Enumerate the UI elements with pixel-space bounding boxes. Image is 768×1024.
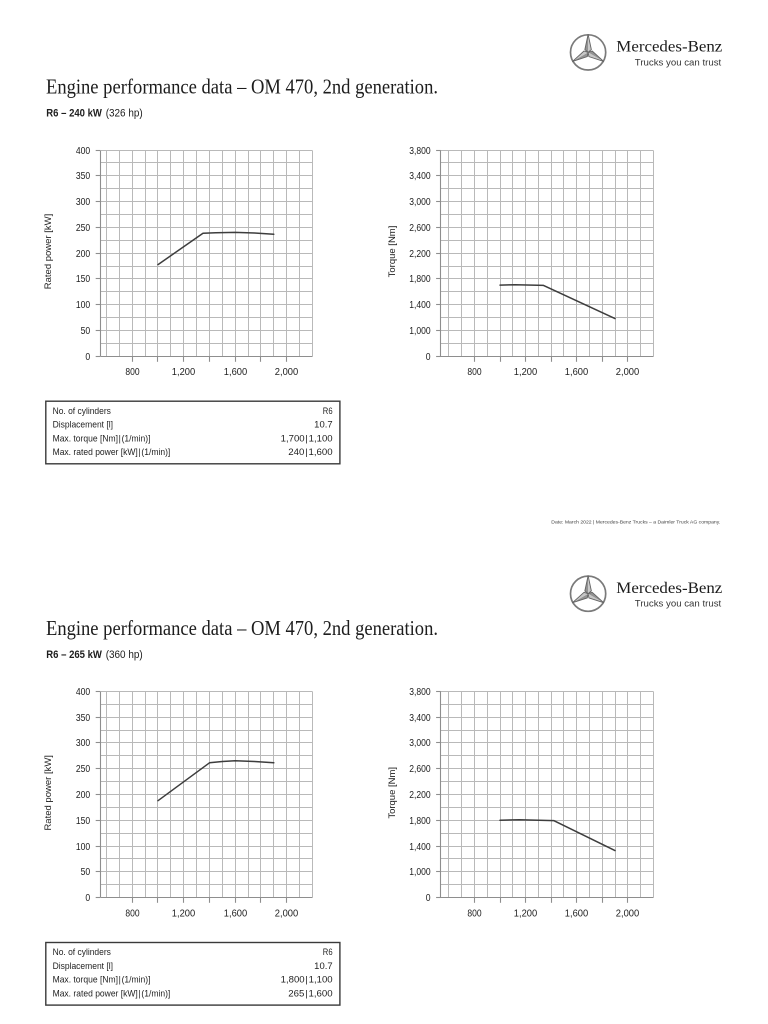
svg-text:300: 300 bbox=[76, 738, 91, 749]
svg-text:800: 800 bbox=[467, 367, 482, 378]
svg-text:R6 – 265 kW: R6 – 265 kW bbox=[46, 649, 102, 661]
svg-text:R6: R6 bbox=[323, 406, 333, 416]
svg-text:0: 0 bbox=[85, 352, 90, 363]
svg-text:Torque [Nm]: Torque [Nm] bbox=[387, 767, 398, 819]
svg-text:Date: March 2022 | Mercedes-Be: Date: March 2022 | Mercedes-Benz Trucks … bbox=[551, 519, 720, 525]
svg-text:400: 400 bbox=[76, 146, 91, 157]
svg-text:Mercedes-Benz: Mercedes-Benz bbox=[616, 580, 722, 597]
svg-text:Torque [Nm]: Torque [Nm] bbox=[387, 226, 398, 278]
svg-text:1,800 | 1,100: 1,800 | 1,100 bbox=[281, 975, 333, 985]
svg-text:R6 – 240 kW: R6 – 240 kW bbox=[46, 108, 102, 120]
svg-text:1,600: 1,600 bbox=[224, 367, 248, 378]
svg-text:1,400: 1,400 bbox=[409, 300, 431, 311]
svg-text:1,400: 1,400 bbox=[409, 842, 431, 853]
svg-text:1,600: 1,600 bbox=[565, 908, 589, 919]
svg-text:Max. torque [Nm] | (1/min)]: Max. torque [Nm] | (1/min)] bbox=[53, 433, 151, 443]
svg-text:2,000: 2,000 bbox=[616, 367, 640, 378]
svg-text:10.7: 10.7 bbox=[314, 961, 332, 971]
svg-text:50: 50 bbox=[81, 326, 91, 337]
svg-text:(360 hp): (360 hp) bbox=[106, 649, 143, 661]
svg-text:Displacement [l]: Displacement [l] bbox=[53, 961, 113, 971]
svg-text:100: 100 bbox=[76, 300, 91, 311]
svg-text:1,700 | 1,100: 1,700 | 1,100 bbox=[281, 433, 333, 443]
svg-text:No. of cylinders: No. of cylinders bbox=[53, 406, 112, 416]
svg-text:240 | 1,600: 240 | 1,600 bbox=[288, 447, 332, 457]
svg-text:Max. rated power [kW] | (1/min: Max. rated power [kW] | (1/min)] bbox=[53, 447, 171, 457]
svg-text:350: 350 bbox=[76, 171, 91, 182]
svg-text:0: 0 bbox=[426, 893, 431, 904]
svg-text:1,200: 1,200 bbox=[172, 367, 196, 378]
svg-text:0: 0 bbox=[426, 352, 431, 363]
svg-text:R6: R6 bbox=[323, 947, 333, 957]
svg-text:1,200: 1,200 bbox=[172, 908, 196, 919]
svg-text:150: 150 bbox=[76, 816, 91, 827]
svg-text:3,000: 3,000 bbox=[409, 197, 431, 208]
svg-text:150: 150 bbox=[76, 274, 91, 285]
svg-text:Mercedes-Benz: Mercedes-Benz bbox=[616, 39, 722, 56]
svg-text:2,000: 2,000 bbox=[275, 908, 299, 919]
svg-text:400: 400 bbox=[76, 687, 91, 698]
svg-text:Max. torque [Nm] | (1/min)]: Max. torque [Nm] | (1/min)] bbox=[53, 975, 151, 985]
svg-text:3,800: 3,800 bbox=[409, 687, 431, 698]
svg-text:1,600: 1,600 bbox=[224, 908, 248, 919]
svg-text:2,600: 2,600 bbox=[409, 764, 431, 775]
svg-text:3,000: 3,000 bbox=[409, 738, 431, 749]
svg-text:1,200: 1,200 bbox=[514, 367, 538, 378]
svg-text:1,800: 1,800 bbox=[409, 274, 431, 285]
svg-text:2,200: 2,200 bbox=[409, 249, 431, 260]
svg-text:Max. rated power [kW] | (1/min: Max. rated power [kW] | (1/min)] bbox=[53, 988, 171, 998]
svg-text:265 | 1,600: 265 | 1,600 bbox=[288, 988, 332, 998]
svg-text:2,200: 2,200 bbox=[409, 790, 431, 801]
svg-text:Displacement [l]: Displacement [l] bbox=[53, 420, 113, 430]
svg-text:1,000: 1,000 bbox=[409, 867, 431, 878]
svg-text:2,000: 2,000 bbox=[616, 908, 640, 919]
svg-text:1,000: 1,000 bbox=[409, 326, 431, 337]
svg-text:Trucks you can trust: Trucks you can trust bbox=[635, 57, 722, 68]
svg-text:10.7: 10.7 bbox=[314, 420, 332, 430]
svg-text:300: 300 bbox=[76, 197, 91, 208]
svg-text:100: 100 bbox=[76, 842, 91, 853]
svg-text:Rated power [kW]: Rated power [kW] bbox=[43, 214, 54, 290]
svg-text:1,600: 1,600 bbox=[565, 367, 589, 378]
svg-text:3,400: 3,400 bbox=[409, 171, 431, 182]
svg-text:3,400: 3,400 bbox=[409, 713, 431, 724]
svg-text:1,800: 1,800 bbox=[409, 816, 431, 827]
svg-text:800: 800 bbox=[467, 908, 482, 919]
svg-text:800: 800 bbox=[125, 908, 140, 919]
svg-text:2,600: 2,600 bbox=[409, 223, 431, 234]
svg-text:200: 200 bbox=[76, 249, 91, 260]
svg-text:50: 50 bbox=[81, 867, 91, 878]
svg-text:Engine performance data – OM 4: Engine performance data – OM 470, 2nd ge… bbox=[46, 616, 438, 640]
svg-text:2,000: 2,000 bbox=[275, 367, 299, 378]
svg-text:800: 800 bbox=[125, 367, 140, 378]
svg-text:350: 350 bbox=[76, 713, 91, 724]
svg-text:200: 200 bbox=[76, 790, 91, 801]
svg-text:0: 0 bbox=[85, 893, 90, 904]
svg-text:250: 250 bbox=[76, 223, 91, 234]
svg-text:Rated power [kW]: Rated power [kW] bbox=[43, 755, 54, 831]
svg-text:No. of cylinders: No. of cylinders bbox=[53, 947, 112, 957]
svg-text:Engine performance data – OM 4: Engine performance data – OM 470, 2nd ge… bbox=[46, 75, 438, 99]
svg-text:1,200: 1,200 bbox=[514, 908, 538, 919]
svg-text:250: 250 bbox=[76, 764, 91, 775]
svg-text:Trucks you can trust: Trucks you can trust bbox=[635, 599, 722, 610]
svg-text:3,800: 3,800 bbox=[409, 146, 431, 157]
svg-text:(326 hp): (326 hp) bbox=[106, 108, 143, 120]
